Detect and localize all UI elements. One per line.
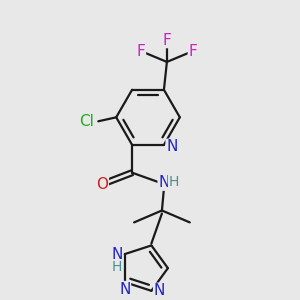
Text: N: N xyxy=(111,247,122,262)
Text: N: N xyxy=(166,139,178,154)
Text: F: F xyxy=(137,44,146,59)
Text: H: H xyxy=(169,175,179,189)
Text: F: F xyxy=(163,33,171,48)
Text: Cl: Cl xyxy=(79,114,94,129)
Text: O: O xyxy=(96,177,108,192)
Text: H: H xyxy=(112,260,122,274)
Text: N: N xyxy=(119,282,130,297)
Text: N: N xyxy=(154,283,165,298)
Text: N: N xyxy=(158,175,169,190)
Text: F: F xyxy=(188,44,197,59)
